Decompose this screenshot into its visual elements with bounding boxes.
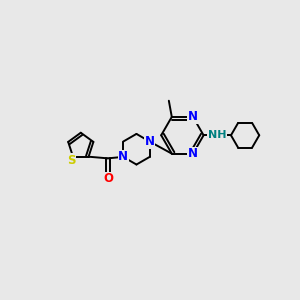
Text: N: N xyxy=(145,135,155,148)
Text: O: O xyxy=(103,172,113,185)
Text: N: N xyxy=(188,147,198,160)
Text: S: S xyxy=(67,154,75,167)
Text: NH: NH xyxy=(208,130,226,140)
Text: N: N xyxy=(118,150,128,164)
Text: N: N xyxy=(188,110,198,123)
